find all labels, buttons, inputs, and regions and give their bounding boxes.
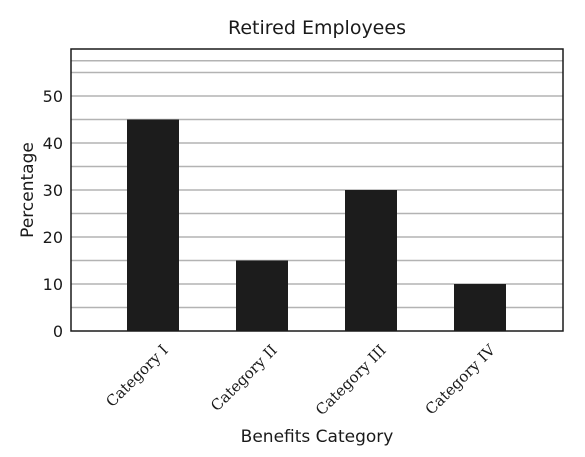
x-axis-ticks: Category I Category II Category III Categor…: [102, 340, 499, 419]
bar-category-ii: [236, 260, 288, 331]
y-axis-label: Percentage: [18, 142, 38, 238]
bar-category-iv: [454, 284, 506, 331]
bar-category-i: [127, 119, 179, 331]
y-tick-label: 0: [53, 322, 63, 341]
y-tick-label: 10: [43, 275, 63, 294]
plot-area-frame: [70, 48, 564, 332]
x-tick-label: Category II: [207, 341, 281, 415]
y-tick-label: 40: [43, 134, 63, 153]
bars: [127, 119, 506, 331]
y-tick-label: 30: [43, 181, 63, 200]
y-axis-ticks: 0 10 20 30 40 50: [43, 87, 63, 341]
bar-category-iii: [345, 190, 397, 331]
chart-title: Retired Employees: [228, 17, 406, 39]
y-tick-label: 50: [43, 87, 63, 106]
x-tick-label: Category IV: [422, 340, 500, 418]
x-axis-label: Benefits Category: [241, 427, 394, 447]
y-tick-label: 20: [43, 228, 63, 247]
x-tick-label: Category III: [312, 341, 390, 419]
x-tick-label: Category I: [102, 341, 172, 411]
